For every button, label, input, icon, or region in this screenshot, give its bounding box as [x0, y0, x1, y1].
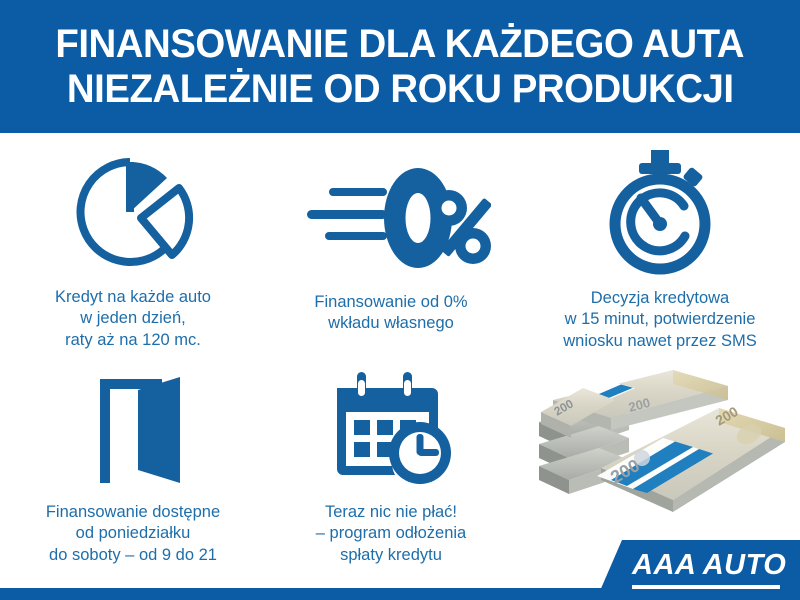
caption-line: raty aż na 120 mc.	[65, 330, 201, 349]
feature-credit-caption: Kredyt na każde auto w jeden dzień, raty…	[55, 287, 211, 351]
aaa-auto-logo: AAA AUTO	[596, 540, 800, 600]
bundle-upper-left: 200	[541, 388, 615, 438]
feature-credit-any-car: Kredyt na każde auto w jeden dzień, raty…	[8, 146, 258, 351]
feature-opening-hours: Finansowanie dostępne od poniedziałku do…	[8, 368, 258, 566]
caption-line: Finansowanie dostępne	[45, 503, 221, 521]
feature-zero-down-payment: Finansowanie od 0% wkładu własnego	[266, 146, 516, 335]
denomination-label: 200	[627, 395, 652, 415]
caption-line: Finansowanie od 0%	[314, 293, 468, 311]
caption-line: wniosku nawet przez SMS	[563, 331, 757, 350]
header-line-1: FINANSOWANIE DLA KAŻDEGO AUTA	[55, 22, 745, 67]
caption-line: do soboty – od 9 do 21	[49, 545, 217, 564]
zero-percent-icon	[307, 168, 491, 268]
feature-defer-caption: Teraz nic nie płać! – program odłożenia …	[316, 502, 466, 566]
feature-fast-decision: Decyzja kredytowa w 15 minut, potwierdze…	[524, 146, 796, 352]
pie-chart-icon-wrap	[67, 146, 199, 276]
caption-line: w jeden dzień,	[80, 309, 186, 328]
feature-decision-caption: Decyzja kredytowa w 15 minut, potwierdze…	[563, 288, 757, 352]
bundle-front: 200 200	[597, 403, 785, 512]
caption-line: Kredyt na każde auto	[55, 288, 211, 306]
open-door-icon	[100, 377, 180, 483]
calendar-clock-icon-wrap	[327, 368, 455, 488]
feature-hours-caption: Finansowanie dostępne od poniedziałku do…	[46, 502, 220, 566]
feature-zero-caption: Finansowanie od 0% wkładu własnego	[314, 292, 467, 335]
logo-text: AAA AUTO	[632, 549, 787, 581]
open-door-icon-wrap	[68, 368, 198, 488]
stopwatch-icon-wrap	[599, 146, 721, 276]
feature-deferred-payment: Teraz nic nie płać! – program odłożenia …	[266, 368, 516, 566]
header-line-2: NIEZALEŻNIE OD ROKU PRODUKCJI	[66, 66, 734, 111]
caption-line: spłaty kredytu	[340, 545, 442, 564]
money-bundles-photo: 200 200	[523, 360, 800, 520]
banner-header: FINANSOWANIE DLA KAŻDEGO AUTA NIEZALEŻNI…	[0, 0, 800, 133]
caption-line: Decyzja kredytowa	[590, 289, 730, 307]
caption-line: Teraz nic nie płać!	[324, 503, 458, 521]
calendar-clock-icon	[337, 372, 451, 484]
caption-line: – program odłożenia	[315, 524, 467, 543]
zero-percent-icon-wrap	[291, 146, 491, 276]
stopwatch-icon	[609, 150, 711, 275]
pie-chart-icon	[76, 158, 194, 266]
caption-line: od poniedziałku	[75, 524, 191, 543]
banknote-stacks-illustration: 200 200	[539, 370, 785, 512]
logo-underline	[632, 585, 780, 589]
caption-line: wkładu własnego	[328, 314, 454, 333]
caption-line: w 15 minut, potwierdzenie	[564, 310, 756, 329]
